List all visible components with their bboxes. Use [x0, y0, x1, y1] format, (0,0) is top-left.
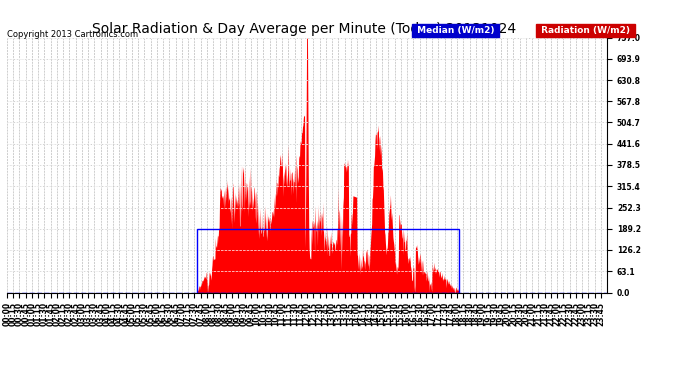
Text: Median (W/m2): Median (W/m2) — [414, 26, 497, 35]
Text: Solar Radiation & Day Average per Minute (Today) 20131024: Solar Radiation & Day Average per Minute… — [92, 22, 515, 36]
Bar — [197, 229, 460, 292]
Text: Radiation (W/m2): Radiation (W/m2) — [538, 26, 633, 35]
Text: Copyright 2013 Cartronics.com: Copyright 2013 Cartronics.com — [7, 30, 138, 39]
